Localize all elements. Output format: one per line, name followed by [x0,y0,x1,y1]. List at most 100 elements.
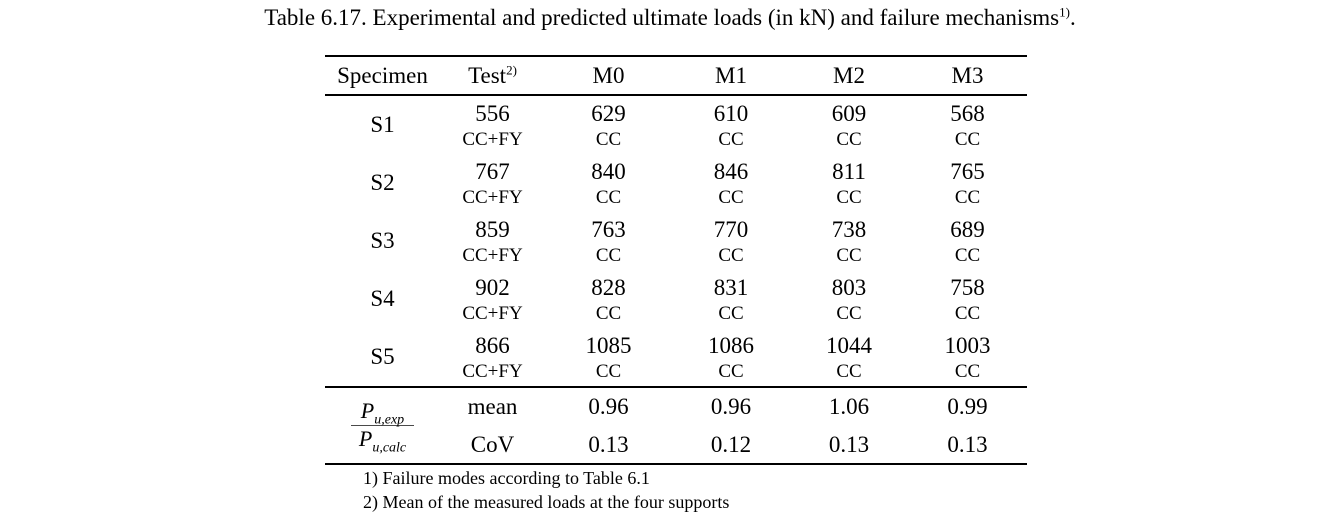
load-value: 767 [475,159,510,184]
col-header-m2: M2 [790,55,908,96]
model-cell-m3: 1003 CC [908,328,1027,388]
failure-mode: CC [954,361,981,382]
footnotes: 1) Failure modes according to Table 6.1 … [363,466,729,514]
load-value: 846 [713,159,749,184]
specimen-label: S4 [370,286,395,311]
col-header-test-label: Test [468,62,507,88]
failure-mode: CC [954,303,981,324]
load-value: 568 [950,101,985,126]
test-cell: 767 CC+FY [440,154,545,212]
failure-mode: CC [954,129,981,150]
model-cell-m1: 770 CC [672,212,790,270]
test-cell: 556 CC+FY [440,95,545,154]
load-value: 866 [475,333,510,358]
model-cell-m3: 689 CC [908,212,1027,270]
failure-mode: CC [836,129,862,150]
col-header-specimen: Specimen [325,55,440,96]
failure-mode: CC [718,245,744,266]
test-cell: 902 CC+FY [440,270,545,328]
load-value: 738 [831,217,867,242]
specimen-label: S3 [370,228,395,253]
model-cell-m2: 738 CC [790,212,908,270]
load-value: 811 [832,159,866,184]
col-header-test: Test2) [440,55,545,96]
load-value: 859 [475,217,510,242]
failure-mode: CC [595,129,622,150]
failure-mode: CC [954,245,981,266]
model-cell-m2: 811 CC [790,154,908,212]
load-value: 629 [591,101,626,126]
failure-mode: CC+FY [462,303,523,324]
specimen-label: S2 [370,170,395,195]
load-value: 831 [713,275,749,300]
load-value: 609 [831,101,867,126]
summary-row-mean: Pu,exp Pu,calc mean 0.96 0.96 1.06 0.99 [325,387,1027,465]
model-cell-m0: 629 CC [545,95,672,154]
failure-mode: CC [595,303,622,324]
failure-mode: CC [718,361,744,382]
col-header-m1: M1 [672,55,790,96]
test-footnote-marker: 2) [506,61,517,77]
model-cell-m1: 610 CC [672,95,790,154]
header-row: Specimen Test2) M0 M1 M2 M3 [325,55,1027,96]
cov-value-m1: 0.12 [672,426,790,465]
mean-value-m0: 0.96 [588,394,629,419]
failure-mode: CC+FY [462,129,523,150]
ratio-num-symbol: P [360,398,375,423]
model-cell-m0: 828 CC [545,270,672,328]
cov-value-m0: 0.13 [545,426,672,465]
failure-mode: CC+FY [462,245,523,266]
mean-value-m3: 0.99 [947,394,988,419]
load-value: 840 [591,159,626,184]
mean-value-m1: 0.96 [710,394,752,419]
cov-value-m2: 0.13 [790,426,908,465]
specimen-label: S1 [370,112,395,137]
caption-period: . [1069,5,1076,30]
failure-mode: CC+FY [462,187,523,208]
summary-row-cov: CoV 0.13 0.12 0.13 0.13 [325,426,1027,465]
failure-mode: CC [718,303,744,324]
model-cell-m2: 803 CC [790,270,908,328]
load-value: 1044 [826,333,872,358]
load-value: 765 [950,159,985,184]
cov-value-m3: 0.13 [908,426,1027,465]
load-value: 1003 [944,333,991,358]
model-cell-m1: 846 CC [672,154,790,212]
specimen-row-s1: S1 556 CC+FY 629 CC 610 CC 609 CC [325,95,1027,154]
model-cell-m1: 1086 CC [672,328,790,388]
mean-value-m2: 1.06 [828,394,870,419]
specimen-row-s4: S4 902 CC+FY 828 CC 831 CC 803 CC [325,270,1027,328]
failure-mode: CC [836,187,862,208]
specimen-row-s3: S3 859 CC+FY 763 CC 770 CC 738 CC [325,212,1027,270]
failure-mode: CC [954,187,981,208]
load-value: 1086 [708,333,754,358]
test-cell: 859 CC+FY [440,212,545,270]
load-value: 770 [713,217,749,242]
specimen-label: S5 [325,328,440,388]
specimen-row-s2: S2 767 CC+FY 840 CC 846 CC 811 CC [325,154,1027,212]
failure-mode: CC [595,361,622,382]
table-caption: Table 6.17. Experimental and predicted u… [180,4,1160,32]
failure-mode: CC [718,129,744,150]
footnote-1: 1) Failure modes according to Table 6.1 [363,468,650,488]
model-cell-m3: 758 CC [908,270,1027,328]
load-value: 758 [950,275,985,300]
ratio-denominator: Pu,calc [351,426,414,456]
failure-mode: CC [718,187,744,208]
ratio-label: Pu,exp Pu,calc [325,387,440,465]
load-value: 902 [475,275,510,300]
load-value: 828 [591,275,626,300]
ratio-den-subscript: u,calc [372,440,407,456]
model-cell-m0: 763 CC [545,212,672,270]
results-table: Specimen Test2) M0 M1 M2 M3 S1 556 CC+FY… [325,55,1027,465]
caption-text: Table 6.17. Experimental and predicted u… [264,5,1060,30]
col-header-m0: M0 [545,55,672,96]
col-header-m3: M3 [908,55,1027,96]
load-value: 763 [591,217,626,242]
failure-mode: CC [836,361,862,382]
failure-mode: CC [836,245,862,266]
model-cell-m1: 831 CC [672,270,790,328]
model-cell-m2: 609 CC [790,95,908,154]
load-value: 556 [475,101,510,126]
